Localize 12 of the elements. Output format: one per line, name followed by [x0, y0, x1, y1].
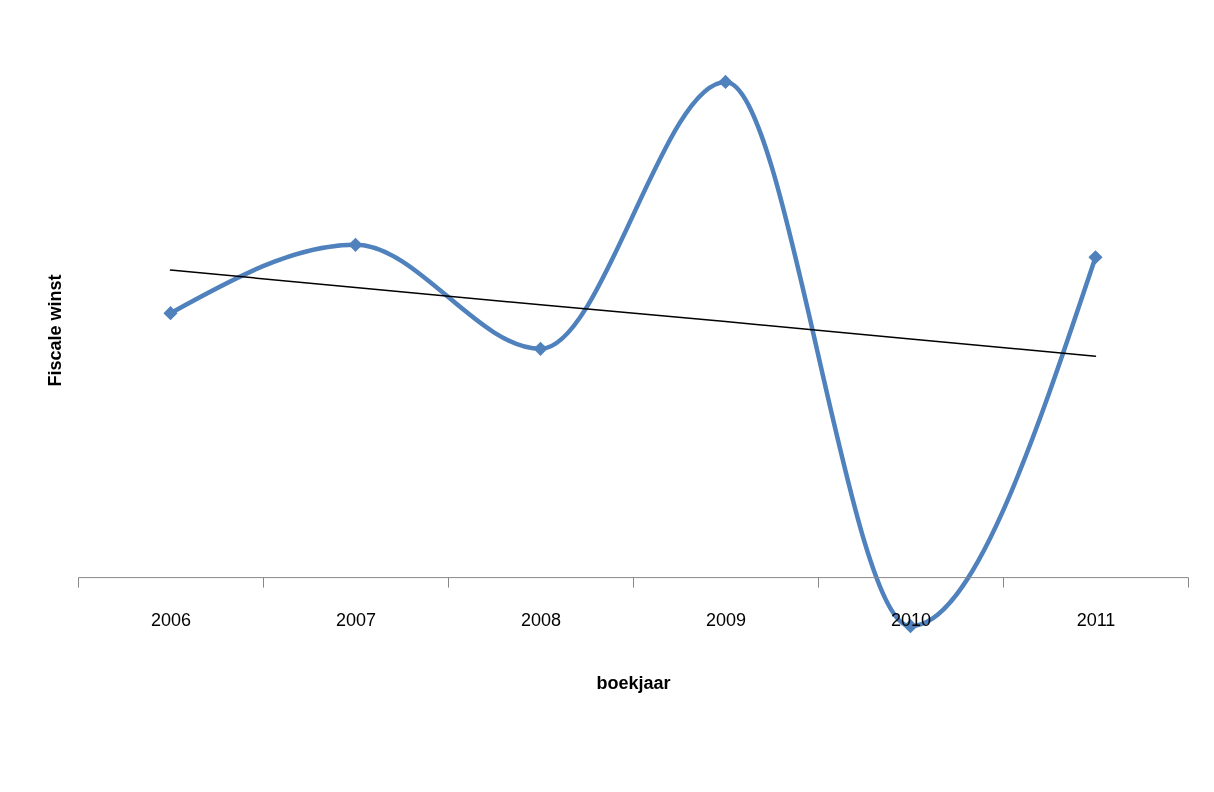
x-tick-label: 2009 — [705, 609, 747, 630]
point — [163, 306, 178, 321]
x-tick-label: 2011 — [1076, 609, 1116, 630]
point — [718, 74, 733, 89]
x-tick-label: 2006 — [150, 609, 192, 630]
y-axis-title: Fiscale winst — [44, 274, 65, 387]
point — [1088, 250, 1103, 265]
x-tick-label: 2007 — [335, 609, 377, 630]
point — [533, 341, 548, 356]
point — [348, 237, 363, 252]
x-tick-label: 2008 — [520, 609, 562, 630]
x-axis-title: boekjaar — [596, 672, 671, 693]
